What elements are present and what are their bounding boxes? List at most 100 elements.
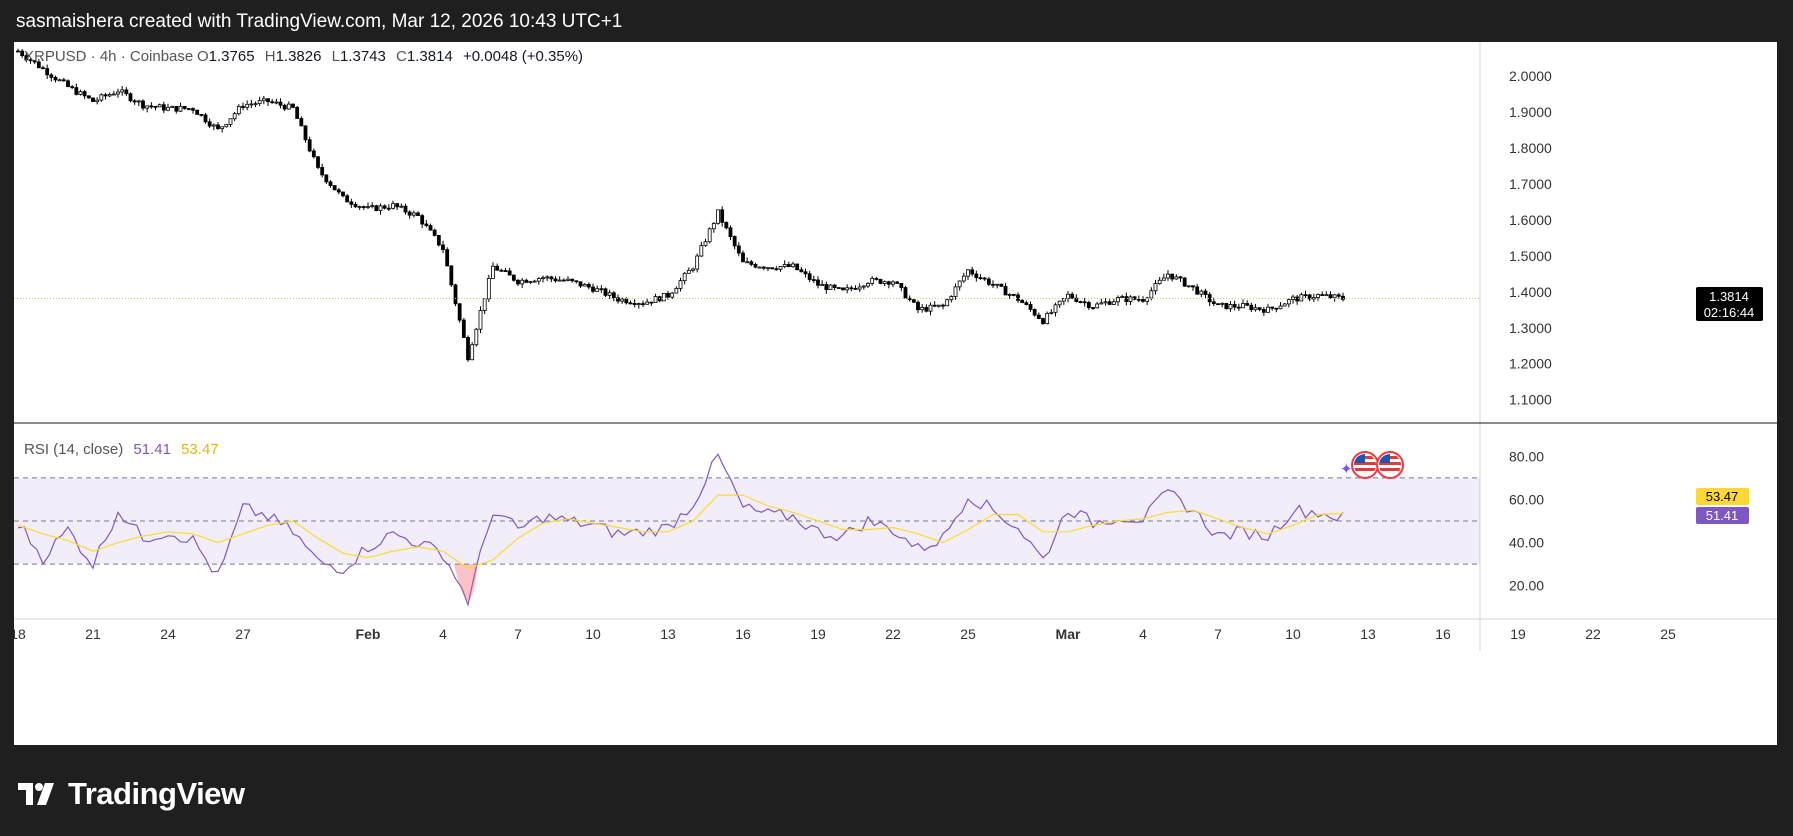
candle (749, 259, 754, 267)
candle-body (332, 185, 337, 191)
candle (670, 291, 675, 300)
candle (403, 203, 408, 215)
candle-body (891, 281, 895, 285)
candle (620, 297, 625, 304)
candle (728, 225, 733, 241)
legend-ohlc: O1.3765 H1.3826 L1.3743 C1.3814 +0.0048 … (197, 48, 583, 65)
candle-body (241, 106, 245, 108)
candle (270, 98, 275, 104)
high-label: H (265, 48, 276, 65)
header-bar: sasmaishera created with TradingView.com… (0, 0, 1793, 42)
candle (1299, 292, 1304, 302)
time-tick-label: 13 (1360, 626, 1376, 642)
candle (874, 276, 879, 281)
candle-body (20, 50, 25, 57)
brand-name: TradingView (68, 776, 245, 811)
candle-body (624, 298, 629, 304)
rsi-tick-label: 80.00 (1509, 448, 1544, 464)
candle (678, 277, 683, 292)
candle (182, 105, 187, 110)
us-flag-icon[interactable] (1376, 451, 1404, 479)
candle-body (216, 124, 220, 130)
candle (157, 103, 162, 108)
candle-body (324, 174, 329, 183)
candle (1141, 296, 1145, 303)
candle-body (924, 307, 929, 312)
candle-body (578, 281, 583, 287)
candle-body (974, 273, 979, 279)
candle (586, 282, 591, 290)
candle (786, 261, 791, 268)
candle-body (1149, 290, 1154, 299)
close-value: 1.3814 (407, 48, 453, 65)
time-tick-label: 7 (1214, 626, 1222, 642)
candle-body (432, 229, 437, 236)
candle-body (303, 125, 308, 141)
candle (1295, 294, 1300, 305)
candle (141, 99, 145, 111)
candle-body (1120, 296, 1125, 298)
candle-body (511, 274, 516, 281)
candle-body (1182, 277, 1187, 287)
candle (641, 300, 645, 308)
candle-body (1011, 293, 1016, 296)
candle-body (270, 101, 275, 104)
candle (499, 268, 504, 272)
candle (257, 96, 262, 107)
candle (986, 276, 991, 287)
candle (995, 283, 1000, 289)
candle (53, 75, 58, 83)
candle (695, 253, 700, 273)
chart-canvas[interactable]: 2.0000 1.9000 1.8000 1.7000 1.6000 1.5000 1.40… (14, 42, 1777, 745)
candle (428, 223, 433, 231)
candle-body (128, 93, 133, 102)
candle (1157, 276, 1162, 285)
candle-body (628, 302, 633, 305)
high-value: 1.3826 (276, 48, 322, 65)
candle (911, 298, 916, 304)
candle-body (1186, 285, 1191, 288)
candle-body (407, 211, 412, 216)
candle-body (228, 118, 233, 125)
candle-body (1166, 273, 1170, 279)
candle (807, 270, 812, 283)
candle (311, 148, 316, 159)
price-tick-label: 1.4000 (1509, 284, 1552, 300)
candle (1249, 302, 1254, 312)
candle (682, 272, 687, 285)
candle (374, 204, 379, 212)
candle (436, 234, 441, 247)
candle-body (928, 304, 933, 312)
candle-body (386, 207, 391, 210)
candle (845, 284, 850, 294)
candle (699, 241, 704, 257)
economic-events[interactable]: ✦ (1340, 451, 1404, 479)
candle (878, 278, 883, 285)
candle-body (899, 282, 904, 288)
candle (324, 174, 329, 184)
candle-body (124, 89, 129, 95)
candle (95, 97, 100, 105)
candle-body (170, 105, 175, 108)
time-tick-label: 19 (1510, 626, 1526, 642)
candle-body (957, 280, 962, 288)
candle-body (541, 277, 545, 280)
chart-frame[interactable]: 2.0000 1.9000 1.8000 1.7000 1.6000 1.5000 1.40… (14, 42, 1777, 745)
candle-body (132, 100, 137, 103)
us-flag-icon[interactable] (1351, 451, 1379, 479)
candle (416, 211, 420, 217)
candle (1178, 275, 1183, 282)
price-tick-label: 1.8000 (1509, 140, 1552, 156)
candle-body (32, 60, 37, 63)
candle (1332, 293, 1337, 302)
candle (278, 98, 283, 109)
candle (724, 221, 729, 230)
author-credit: sasmaishera created with TradingView.com… (16, 11, 623, 32)
candle-body (457, 303, 462, 321)
candle (849, 285, 854, 292)
candle-body (591, 286, 595, 292)
candle-body (1116, 297, 1120, 303)
candle-body (149, 105, 154, 108)
candle (411, 210, 416, 218)
candle-body (436, 234, 441, 246)
